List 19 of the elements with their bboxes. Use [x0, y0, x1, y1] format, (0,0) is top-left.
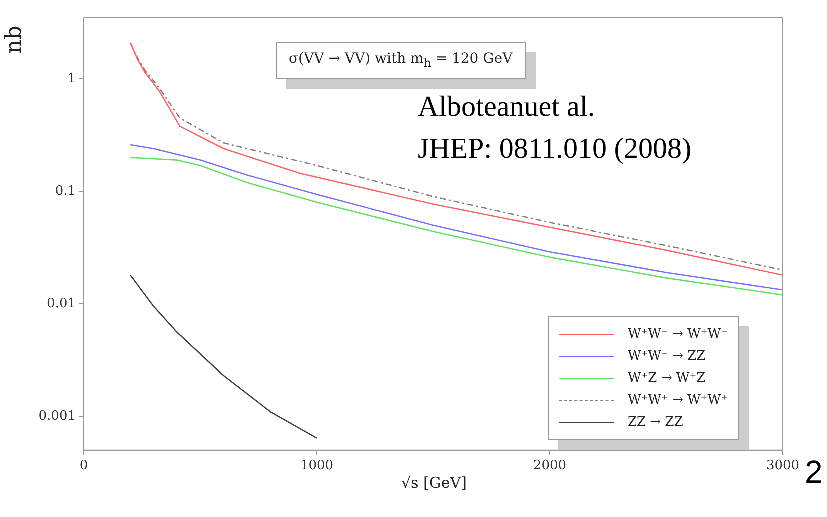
annotation: Alboteanuet al.: [418, 91, 596, 124]
legend-label: ZZ → ZZ: [628, 414, 684, 430]
y-axis-title: nb: [2, 26, 27, 54]
text: 2: [805, 454, 823, 492]
legend-label: W⁺Z → W⁺Z: [628, 370, 706, 386]
x-axis-title: √s [GeV]: [402, 474, 467, 492]
y-tick-label: 0.1: [55, 184, 76, 200]
y-tick-label: 0.001: [38, 408, 76, 424]
x-tick-label: 2000: [533, 458, 567, 474]
x-tick-label: 1000: [300, 458, 334, 474]
x-tick-label: 3000: [766, 458, 800, 474]
text: σ(VV → VV) with m$_{h}$ = 120 GeV: [276, 42, 526, 79]
x-tick-label: 0: [80, 458, 88, 474]
y-tick-label: 1: [68, 72, 76, 87]
legend-label: W⁺W⁺ → W⁺W⁺: [628, 392, 728, 408]
legend-label: W⁺W⁻ → ZZ: [628, 348, 706, 364]
legend-label: W⁺W⁻ → W⁺W⁻: [628, 326, 728, 342]
annotation: JHEP: 0811.010 (2008): [418, 133, 692, 166]
y-tick-label: 0.01: [47, 296, 76, 312]
